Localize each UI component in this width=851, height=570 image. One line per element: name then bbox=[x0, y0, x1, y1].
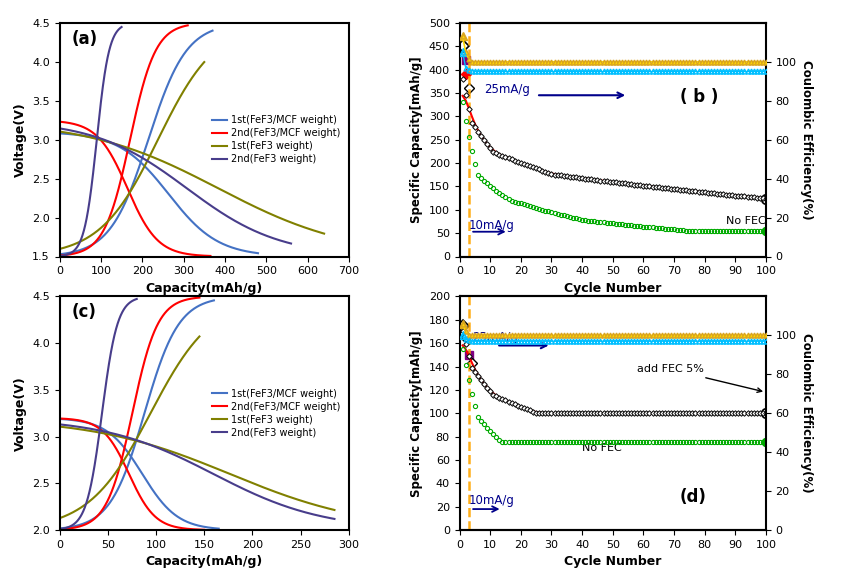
Legend: 1st(FeF3/MCF weight), 2nd(FeF3/MCF weight), 1st(FeF3 weight), 2nd(FeF3 weight): 1st(FeF3/MCF weight), 2nd(FeF3/MCF weigh… bbox=[208, 111, 344, 168]
Text: add FEC 5%: add FEC 5% bbox=[0, 569, 1, 570]
Text: 25mA/g: 25mA/g bbox=[484, 83, 530, 96]
X-axis label: Capacity(mAh/g): Capacity(mAh/g) bbox=[146, 555, 263, 568]
Text: ( b ): ( b ) bbox=[680, 88, 718, 106]
X-axis label: Capacity(mAh/g): Capacity(mAh/g) bbox=[146, 282, 263, 295]
Text: 10mA/g: 10mA/g bbox=[469, 219, 515, 233]
Y-axis label: Voltage(V): Voltage(V) bbox=[14, 102, 26, 177]
Y-axis label: Voltage(V): Voltage(V) bbox=[14, 376, 26, 451]
X-axis label: Cycle Number: Cycle Number bbox=[564, 555, 661, 568]
Text: No FEC: No FEC bbox=[726, 216, 766, 226]
Y-axis label: Specific Capacity[mAh/g]: Specific Capacity[mAh/g] bbox=[410, 56, 423, 223]
Legend: 1st(FeF3/MCF weight), 2nd(FeF3/MCF weight), 1st(FeF3 weight), 2nd(FeF3 weight): 1st(FeF3/MCF weight), 2nd(FeF3/MCF weigh… bbox=[208, 385, 344, 442]
Text: add FEC 5%: add FEC 5% bbox=[637, 364, 762, 392]
Text: (d): (d) bbox=[680, 488, 707, 506]
Text: No FEC: No FEC bbox=[582, 443, 622, 453]
X-axis label: Cycle Number: Cycle Number bbox=[564, 282, 661, 295]
Y-axis label: Coulombic Efficiency(%): Coulombic Efficiency(%) bbox=[800, 333, 814, 493]
Y-axis label: Specific Capacity[mAh/g]: Specific Capacity[mAh/g] bbox=[410, 330, 423, 496]
Text: (c): (c) bbox=[71, 303, 96, 321]
Text: (a): (a) bbox=[71, 30, 97, 48]
Y-axis label: Coulombic Efficiency(%): Coulombic Efficiency(%) bbox=[800, 60, 814, 219]
Text: 10mA/g: 10mA/g bbox=[469, 494, 515, 507]
Text: 25mA/g: 25mA/g bbox=[471, 331, 517, 344]
